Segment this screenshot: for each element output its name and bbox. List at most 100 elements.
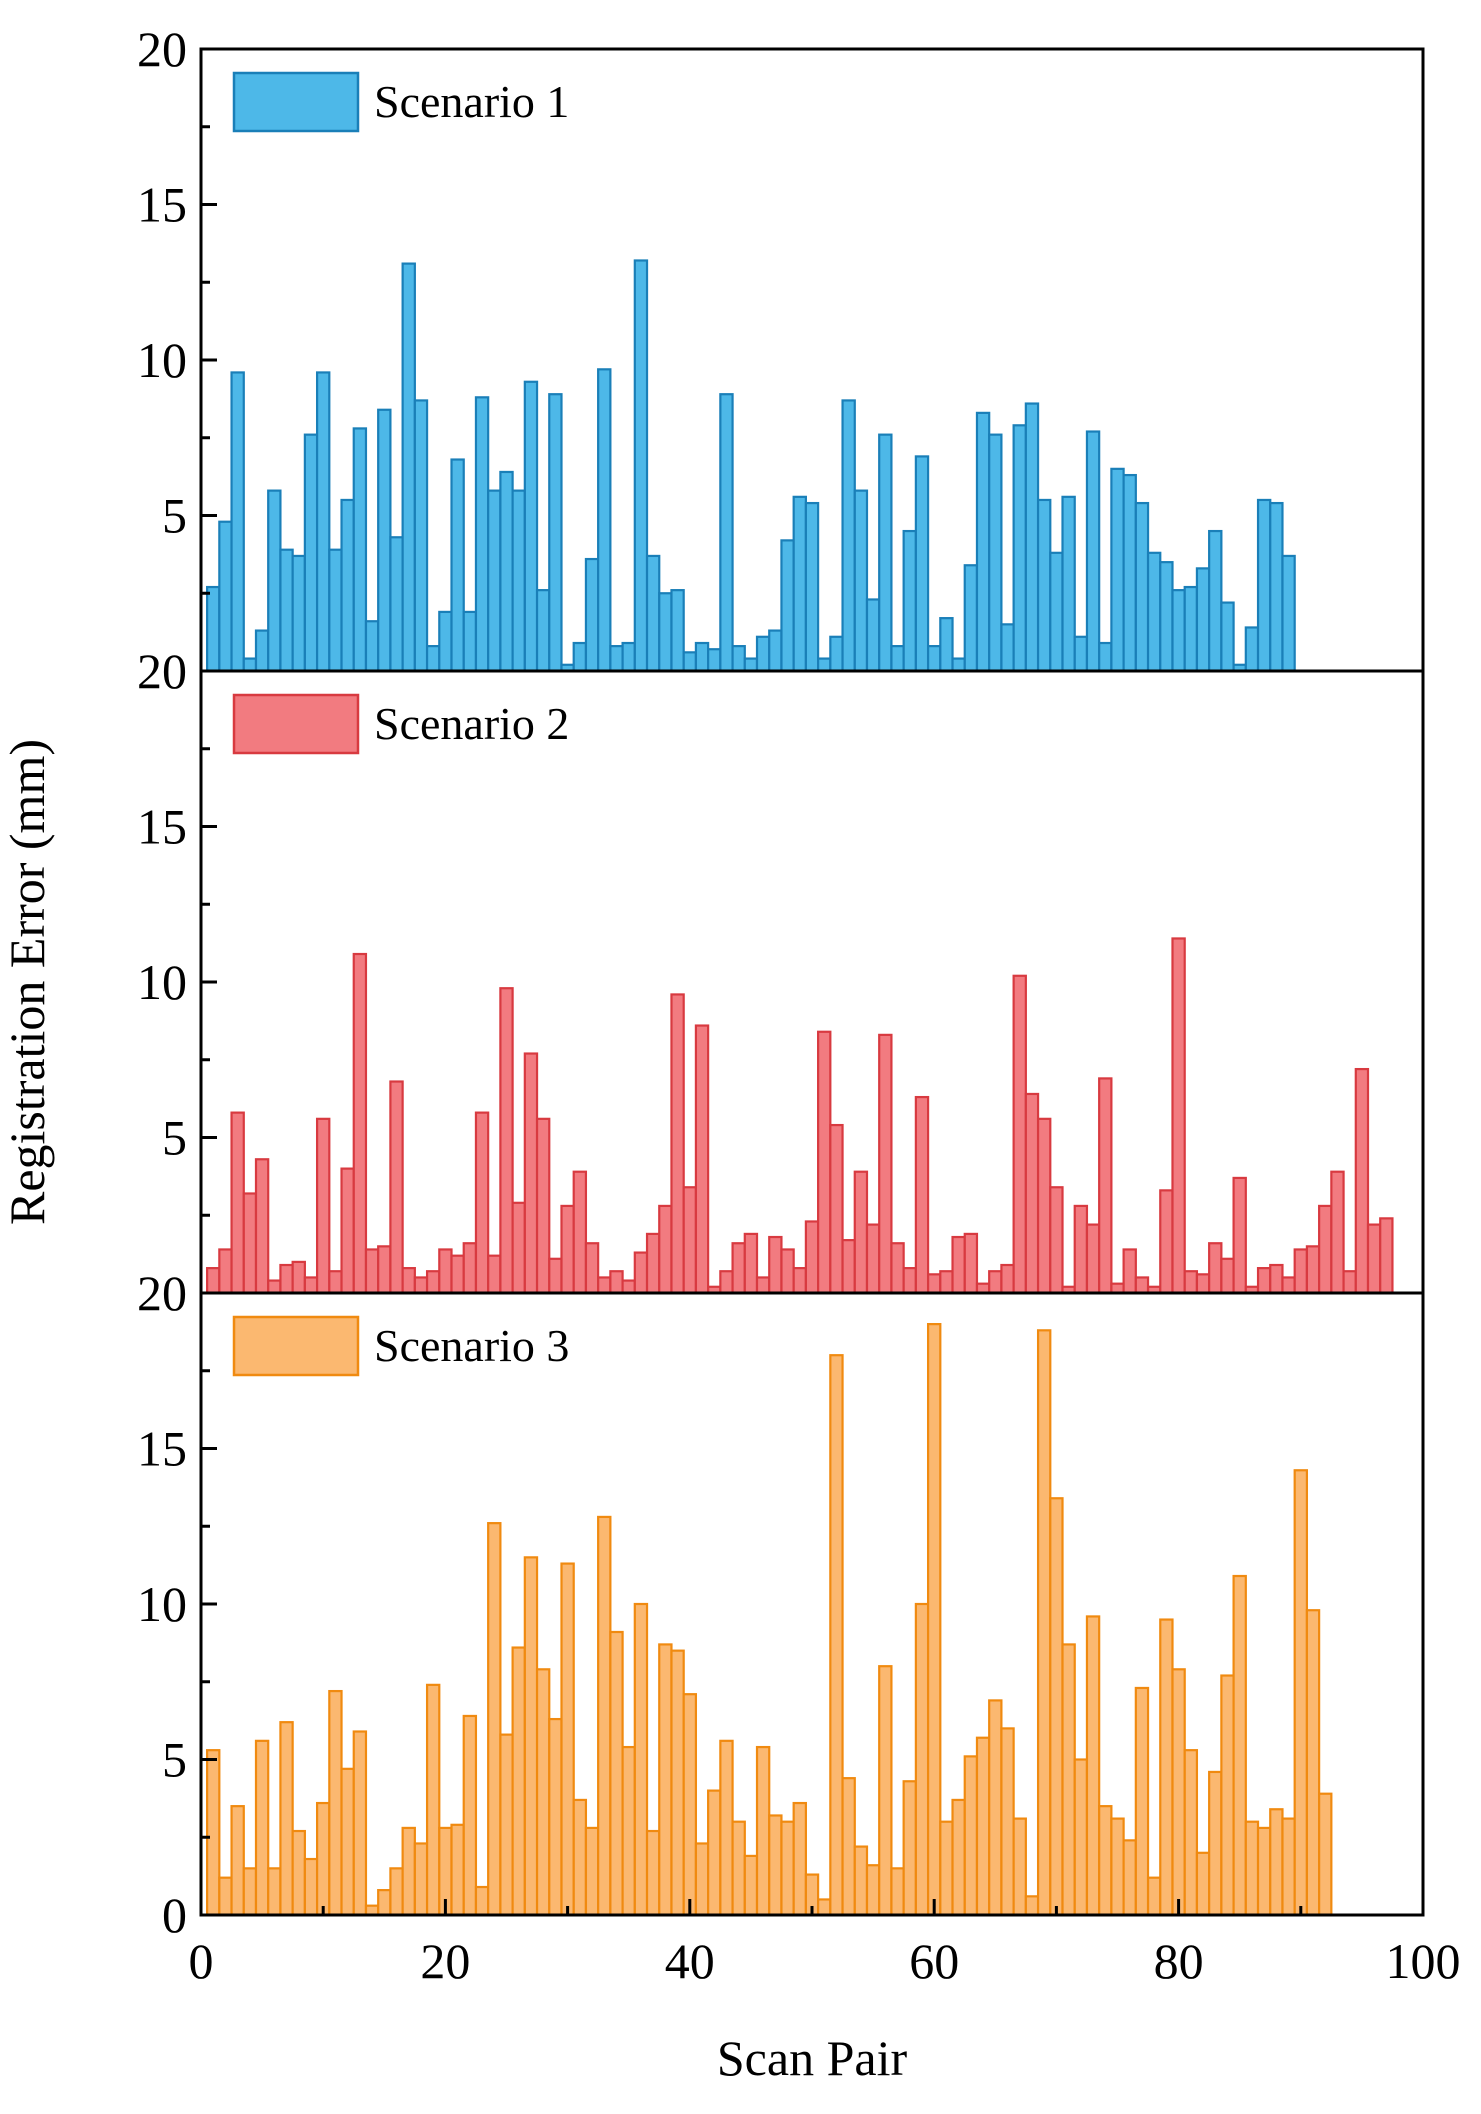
bar-scenario-1-pair-14 [364, 620, 380, 673]
bar-scenario-1-pair-44 [731, 645, 746, 673]
bar-scenario-2-pair-58 [902, 1267, 917, 1295]
bar-scenario-3-pair-8 [291, 1829, 306, 1917]
bar-scenario-2-pair-41 [694, 1024, 710, 1295]
bar-scenario-2-pair-82 [1195, 1273, 1211, 1295]
bar-scenario-3-pair-77 [1134, 1686, 1150, 1917]
bar-scenario-1-pair-12 [340, 498, 355, 673]
bar-scenario-1-pair-8 [291, 554, 306, 673]
bar-scenario-2-pair-73 [1085, 1223, 1101, 1295]
bar-scenario-1-pair-43 [719, 393, 734, 673]
bar-scenario-2-pair-14 [364, 1248, 380, 1295]
x-tick-label: 20 [420, 1933, 470, 1989]
bar-scenario-1-pair-37 [645, 554, 661, 673]
bar-scenario-3-pair-47 [768, 1814, 783, 1917]
bar-scenario-3-pair-70 [1049, 1497, 1064, 1917]
bar-scenario-1-pair-58 [902, 529, 917, 673]
bar-scenario-1-pair-56 [878, 433, 893, 673]
bar-scenario-2-pair-35 [621, 1279, 636, 1295]
bar-scenario-1-pair-3 [230, 371, 245, 673]
bar-scenario-2-pair-47 [768, 1235, 783, 1295]
bar-scenario-3-pair-88 [1269, 1808, 1284, 1917]
y-tick-label: 5 [162, 1732, 187, 1788]
bar-scenario-1-pair-72 [1073, 635, 1089, 673]
bar-scenario-2-pair-55 [865, 1223, 881, 1295]
bar-scenario-2-pair-85 [1232, 1176, 1247, 1295]
bar-scenario-3-pair-38 [658, 1643, 673, 1917]
bar-scenario-2-pair-29 [548, 1257, 563, 1295]
bar-scenario-3-pair-90 [1293, 1469, 1309, 1917]
bar-scenario-3-pair-11 [328, 1689, 343, 1917]
bar-scenario-1-pair-71 [1061, 495, 1076, 673]
panel-scenario-2: 5 10 15 20 Scenario 2 [137, 643, 1394, 1295]
bar-scenario-1-pair-76 [1122, 473, 1137, 673]
legend-swatch [232, 1315, 360, 1377]
bar-scenario-2-pair-28 [535, 1117, 551, 1295]
bar-scenario-1-pair-55 [865, 598, 881, 673]
y-tick-label: 20 [137, 643, 187, 699]
bar-scenario-1-pair-49 [792, 495, 807, 673]
bar-scenario-2-pair-27 [523, 1052, 539, 1295]
bar-scenario-3-pair-15 [377, 1889, 392, 1917]
panel-scenario-1: 5 10 15 20 Scenario 1 [137, 21, 1296, 673]
bar-scenario-3-pair-37 [645, 1829, 661, 1917]
bar-scenario-2-pair-33 [597, 1276, 612, 1295]
bar-scenario-3-pair-89 [1281, 1817, 1296, 1917]
bar-scenario-3-pair-30 [560, 1562, 575, 1917]
bar-scenario-2-pair-7 [279, 1263, 294, 1295]
bar-scenario-1-pair-4 [242, 657, 258, 673]
bar-scenario-1-pair-1 [206, 585, 221, 673]
bar-scenario-2-pair-10 [315, 1117, 331, 1295]
bar-scenario-1-pair-64 [975, 411, 991, 673]
y-tick-label: 20 [137, 21, 187, 77]
bar-scenario-3-pair-69 [1036, 1329, 1052, 1917]
bar-scenario-1-pair-81 [1183, 585, 1199, 673]
bar-scenario-1-pair-74 [1098, 641, 1113, 673]
bar-scenario-1-pair-59 [914, 455, 930, 673]
bar-scenario-2-pair-6 [267, 1279, 282, 1295]
bar-scenario-3-pair-52 [829, 1354, 844, 1917]
y-tick-label: 10 [137, 1576, 187, 1632]
bar-scenario-2-pair-36 [633, 1251, 649, 1295]
bar-scenario-3-pair-59 [914, 1602, 930, 1917]
bar-scenario-3-pair-57 [890, 1867, 905, 1917]
x-tick-label: 60 [909, 1933, 959, 1989]
bar-scenario-2-pair-92 [1318, 1204, 1333, 1295]
bar-scenario-3-pair-55 [865, 1864, 881, 1917]
bar-scenario-1-pair-84 [1220, 601, 1235, 673]
panel-scenario-3: 0 5 10 15 20 Scenario 3 [137, 1265, 1333, 1943]
bar-scenario-2-pair-26 [511, 1201, 526, 1295]
bar-scenario-3-pair-71 [1061, 1643, 1076, 1917]
bar-scenario-3-pair-10 [315, 1801, 331, 1917]
bar-scenario-2-pair-56 [878, 1033, 893, 1295]
bar-scenario-2-pair-30 [560, 1204, 575, 1295]
bar-scenario-2-pair-80 [1171, 937, 1186, 1295]
bar-scenario-2-pair-23 [474, 1111, 490, 1295]
bar-scenario-3-pair-64 [975, 1736, 991, 1917]
bar-scenario-1-pair-39 [670, 589, 685, 673]
bar-scenario-2-pair-95 [1354, 1067, 1370, 1295]
bar-scenario-3-pair-91 [1305, 1609, 1321, 1917]
bar-scenario-1-pair-54 [853, 489, 869, 673]
bar-scenario-3-pair-81 [1183, 1749, 1199, 1917]
bar-scenario-3-pair-49 [792, 1801, 807, 1917]
bar-scenario-2-pair-70 [1049, 1186, 1064, 1295]
bar-scenario-2-pair-18 [413, 1276, 429, 1295]
bar-scenario-1-pair-47 [768, 629, 783, 673]
bar-scenario-2-pair-60 [926, 1273, 942, 1295]
bar-scenario-2-pair-22 [462, 1242, 478, 1295]
bar-scenario-3-pair-32 [584, 1826, 600, 1917]
bar-scenario-2-pair-12 [340, 1167, 355, 1295]
bar-scenario-2-pair-59 [914, 1095, 930, 1295]
bar-scenario-3-pair-16 [389, 1867, 404, 1917]
bar-scenario-2-pair-31 [572, 1170, 588, 1295]
bar-scenario-3-pair-22 [462, 1714, 478, 1917]
bar-scenario-1-pair-22 [462, 610, 478, 673]
bar-scenario-3-pair-13 [352, 1730, 368, 1917]
bar-scenario-3-pair-18 [413, 1842, 429, 1917]
x-axis-title: Scan Pair [717, 2030, 908, 2086]
bar-scenario-2-pair-94 [1342, 1270, 1357, 1295]
bar-scenario-3-pair-2 [218, 1876, 233, 1917]
bar-scenario-1-pair-78 [1146, 551, 1162, 673]
legend-scenario-2: Scenario 2 [232, 693, 569, 755]
bar-scenario-1-pair-52 [829, 635, 844, 673]
